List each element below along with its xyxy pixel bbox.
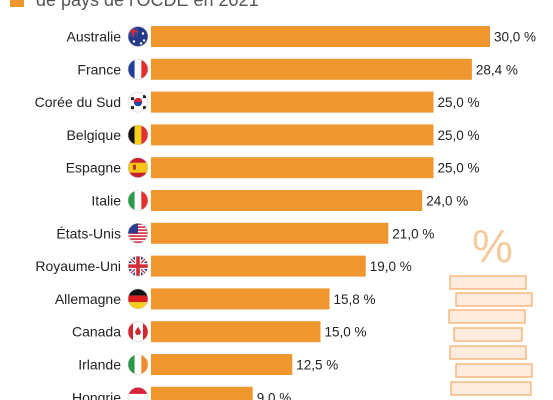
- bar: [151, 255, 366, 277]
- value-label: 28,4 %: [476, 62, 518, 77]
- bar-row: États-Unis 21,0 %: [56, 222, 434, 244]
- italy-flag-icon: [127, 190, 149, 211]
- value-label: 15,0 %: [325, 325, 367, 340]
- bar: [151, 321, 321, 343]
- coin-stack-icon: [453, 327, 523, 342]
- category-label: Hongrie: [72, 389, 121, 400]
- percent-symbol-icon: %: [472, 220, 513, 272]
- value-label: 15,8 %: [334, 292, 376, 307]
- category-label: Canada: [72, 324, 121, 340]
- value-label: 25,0 %: [438, 128, 480, 143]
- category-label: Belgique: [67, 127, 122, 143]
- bar: [151, 26, 490, 47]
- bar: [151, 91, 434, 113]
- legend-label: de pays de l'OCDE en 2021: [36, 0, 259, 10]
- bar: [151, 157, 434, 179]
- coin-stack-icon: [455, 363, 533, 378]
- value-label: 25,0 %: [438, 161, 480, 176]
- south-korea-flag-icon: [127, 91, 149, 113]
- bar: [151, 58, 472, 80]
- bar-row: Italie 24,0 %: [91, 190, 468, 211]
- canada-flag-icon: [127, 321, 149, 343]
- bar-row: Irlande 12,5 %: [78, 354, 338, 375]
- bar-row: Canada 15,0 %: [72, 321, 367, 343]
- bar-row: Royaume-Uni 19,0 %: [35, 255, 412, 277]
- category-label: Italie: [91, 193, 121, 209]
- bar-row: Espagne 25,0 %: [66, 157, 480, 179]
- coin-stack-icon: [449, 275, 527, 290]
- category-label: France: [77, 61, 121, 77]
- category-label: Australie: [67, 29, 122, 45]
- bar: [151, 190, 423, 211]
- ireland-flag-icon: [127, 354, 149, 375]
- legend-swatch: [10, 0, 24, 7]
- coin-stack-icon: [448, 309, 526, 324]
- bar-row: Australie 30,0 %: [67, 26, 536, 47]
- category-label: Espagne: [66, 160, 121, 176]
- spain-flag-icon: [127, 157, 149, 178]
- usa-flag-icon: [127, 223, 149, 244]
- category-label: Corée du Sud: [35, 94, 121, 110]
- australia-flag-icon: [127, 26, 149, 47]
- category-label: États-Unis: [56, 225, 121, 241]
- bar-row: Allemagne 15,8 %: [55, 288, 376, 310]
- value-label: 9,0 %: [257, 390, 292, 400]
- bar: [151, 354, 293, 375]
- coin-stack-icon: [455, 292, 533, 307]
- value-label: 19,0 %: [370, 259, 412, 274]
- bar: [151, 386, 253, 400]
- bar: [151, 222, 389, 244]
- value-label: 25,0 %: [438, 95, 480, 110]
- coin-stack-icon: [449, 345, 527, 360]
- bar-row: Hongrie 9,0 %: [72, 386, 292, 400]
- category-label: Allemagne: [55, 291, 121, 307]
- hungary-flag-icon: [127, 387, 149, 400]
- value-label: 30,0 %: [494, 30, 536, 45]
- germany-flag-icon: [127, 288, 149, 310]
- category-label: Royaume-Uni: [35, 258, 121, 274]
- bar-row: Corée du Sud 25,0 %: [35, 91, 480, 113]
- bar: [151, 124, 434, 146]
- coin-stack-icon: [450, 381, 532, 396]
- uk-flag-icon: [127, 255, 149, 277]
- category-label: Irlande: [78, 357, 121, 373]
- value-label: 21,0 %: [392, 226, 434, 241]
- belgium-flag-icon: [127, 124, 149, 146]
- france-flag-icon: [127, 59, 149, 80]
- value-label: 12,5 %: [296, 358, 338, 373]
- bar: [151, 288, 330, 310]
- bar-row: Belgique 25,0 %: [67, 124, 480, 146]
- bar-row: France 28,4 %: [77, 58, 518, 80]
- value-label: 24,0 %: [426, 194, 468, 209]
